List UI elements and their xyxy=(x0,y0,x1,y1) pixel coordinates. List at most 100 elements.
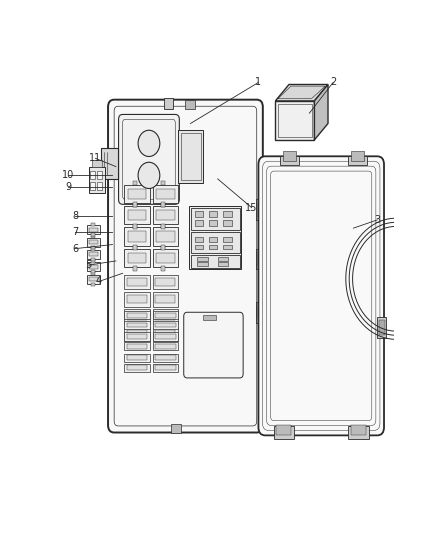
Bar xyxy=(89,265,98,269)
Bar xyxy=(161,245,165,250)
Bar xyxy=(87,262,100,271)
Bar xyxy=(124,309,150,324)
Bar xyxy=(127,334,148,339)
Bar xyxy=(124,327,150,341)
FancyBboxPatch shape xyxy=(119,115,179,204)
Bar xyxy=(155,330,175,338)
Bar xyxy=(124,333,150,341)
Bar xyxy=(197,262,208,266)
Text: 5: 5 xyxy=(85,260,92,270)
Bar xyxy=(152,206,178,224)
Bar xyxy=(91,272,95,276)
Bar xyxy=(97,182,102,190)
Bar xyxy=(280,156,299,165)
Bar xyxy=(194,211,203,217)
Bar xyxy=(91,282,95,286)
Bar xyxy=(124,364,150,372)
Bar xyxy=(91,223,95,226)
Bar xyxy=(276,425,291,435)
Bar xyxy=(161,223,165,228)
Bar xyxy=(133,202,137,207)
Bar xyxy=(152,227,178,246)
Bar xyxy=(124,342,150,350)
Bar xyxy=(127,295,147,303)
Bar xyxy=(152,333,178,341)
Bar xyxy=(127,313,147,320)
Bar xyxy=(218,262,228,266)
Bar xyxy=(258,305,261,319)
Bar xyxy=(133,181,137,185)
Bar xyxy=(155,313,176,318)
Text: 1: 1 xyxy=(255,77,261,87)
Bar xyxy=(127,344,148,349)
Circle shape xyxy=(138,162,160,189)
Bar xyxy=(91,260,95,263)
Bar xyxy=(256,199,264,220)
Bar xyxy=(155,278,175,286)
Bar xyxy=(127,313,148,318)
Bar xyxy=(181,133,201,180)
Bar xyxy=(155,322,176,327)
Bar xyxy=(348,426,369,439)
Bar xyxy=(161,181,165,185)
Bar xyxy=(161,202,165,207)
Bar xyxy=(124,248,150,267)
Bar xyxy=(91,258,95,261)
Bar xyxy=(209,237,217,242)
Bar xyxy=(152,248,178,267)
Bar xyxy=(156,189,175,199)
Bar xyxy=(89,228,98,232)
Bar xyxy=(152,342,178,350)
Bar xyxy=(155,356,176,360)
Bar xyxy=(127,356,148,360)
Bar xyxy=(223,237,232,242)
Bar xyxy=(191,255,240,268)
Bar xyxy=(185,100,195,109)
Bar xyxy=(191,207,240,230)
Bar xyxy=(178,130,203,183)
Bar xyxy=(128,231,146,241)
Bar xyxy=(124,227,150,246)
Bar xyxy=(351,151,364,161)
Bar xyxy=(203,314,216,320)
Bar xyxy=(89,277,98,281)
Bar xyxy=(161,224,165,229)
Bar xyxy=(155,344,176,349)
Bar xyxy=(124,184,150,203)
Bar xyxy=(152,309,178,324)
Polygon shape xyxy=(314,84,328,140)
Bar xyxy=(191,232,240,253)
Bar xyxy=(133,224,137,229)
Bar xyxy=(283,151,296,161)
Bar xyxy=(133,223,137,228)
FancyBboxPatch shape xyxy=(108,100,263,432)
Bar xyxy=(91,270,95,273)
Text: 6: 6 xyxy=(72,244,78,254)
Bar xyxy=(278,104,312,136)
FancyBboxPatch shape xyxy=(184,312,243,378)
Bar xyxy=(171,424,181,433)
Bar xyxy=(127,365,148,370)
Bar xyxy=(155,365,176,370)
Text: 2: 2 xyxy=(330,77,336,87)
Bar xyxy=(152,184,178,203)
Bar xyxy=(133,245,137,250)
Bar xyxy=(209,220,217,226)
Bar xyxy=(155,295,175,303)
Bar xyxy=(124,275,150,289)
Bar xyxy=(152,327,178,341)
Bar xyxy=(197,257,208,261)
Bar xyxy=(152,275,178,289)
Bar xyxy=(87,238,100,247)
Bar xyxy=(152,354,178,362)
Bar xyxy=(87,250,100,259)
Bar xyxy=(377,317,386,338)
Text: 9: 9 xyxy=(65,182,71,192)
Bar xyxy=(127,322,148,327)
Bar xyxy=(209,245,217,249)
Bar xyxy=(133,202,137,207)
Bar xyxy=(348,156,367,165)
Bar xyxy=(194,245,203,249)
Bar xyxy=(152,321,178,329)
Text: 11: 11 xyxy=(89,154,102,163)
